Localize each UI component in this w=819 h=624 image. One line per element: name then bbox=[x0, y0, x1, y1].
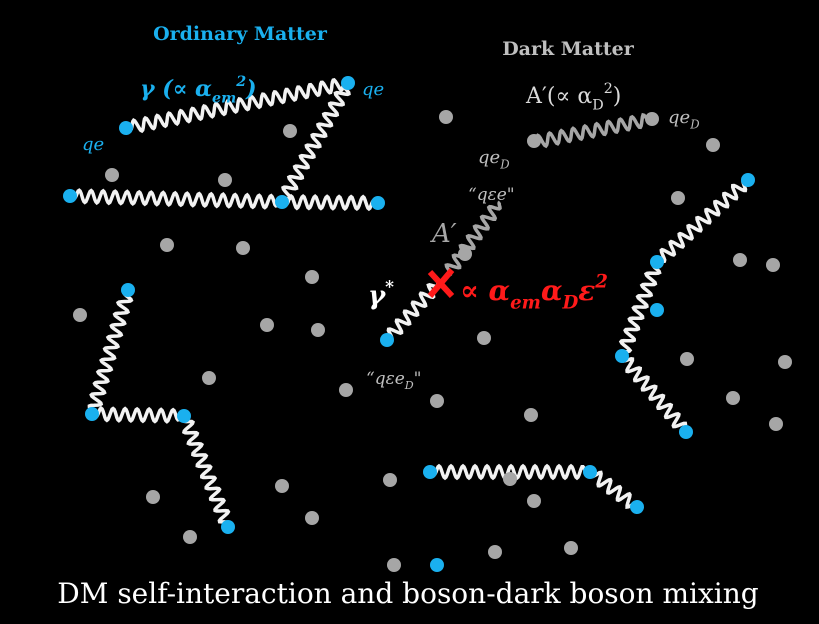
dark-particle bbox=[778, 355, 792, 369]
dark-particle bbox=[160, 238, 174, 252]
label-text: γ bbox=[368, 281, 387, 311]
dark-particle bbox=[305, 511, 319, 525]
charge-label: qe bbox=[362, 79, 384, 100]
label-text: “qεe bbox=[366, 369, 405, 389]
dark-particle bbox=[283, 124, 297, 138]
diagram: Ordinary MatterDark Matterγ (∝ αem2)qeqe… bbox=[0, 0, 819, 624]
ordinary-particle bbox=[741, 173, 755, 187]
dark-particle bbox=[733, 253, 747, 267]
subscript: D bbox=[561, 292, 578, 313]
subscript: D bbox=[689, 117, 700, 131]
dark-matter-title: Dark Matter bbox=[502, 38, 635, 60]
supscript: 2 bbox=[594, 271, 608, 292]
dark-particle bbox=[183, 530, 197, 544]
dark-particle bbox=[726, 391, 740, 405]
label-text: (∝ α bbox=[155, 76, 213, 102]
label-text: qe bbox=[82, 134, 104, 155]
label-text: ε bbox=[578, 274, 595, 307]
ordinary-particle bbox=[615, 349, 629, 363]
ordinary-particle bbox=[177, 409, 191, 423]
subscript: em bbox=[510, 292, 541, 313]
ordinary-particle bbox=[380, 333, 394, 347]
ordinary-particle bbox=[371, 196, 385, 210]
label-text: ∝ α bbox=[460, 274, 510, 307]
dark-particle bbox=[488, 545, 502, 559]
label-text: DM self-interaction and boson-dark boson… bbox=[57, 577, 758, 610]
label-text: A′(∝ α bbox=[525, 84, 592, 109]
dark-particle bbox=[105, 168, 119, 182]
ordinary-particle bbox=[679, 425, 693, 439]
dark-particle bbox=[236, 241, 250, 255]
label-text: ) bbox=[613, 84, 622, 109]
ordinary-particle bbox=[630, 500, 644, 514]
ordinary-particle bbox=[119, 121, 133, 135]
ordinary-matter-title: Ordinary Matter bbox=[153, 23, 328, 45]
dark-particle bbox=[458, 247, 472, 261]
ordinary-particle bbox=[341, 76, 355, 90]
label-text: Dark Matter bbox=[502, 38, 635, 60]
caption: DM self-interaction and boson-dark boson… bbox=[57, 577, 758, 610]
ordinary-particle bbox=[121, 283, 135, 297]
label-text: Ordinary Matter bbox=[153, 23, 328, 45]
label-text: ) bbox=[245, 76, 256, 102]
dark-particle bbox=[503, 472, 517, 486]
ordinary-particle bbox=[221, 520, 235, 534]
label-text: " bbox=[414, 369, 422, 389]
ordinary-particle bbox=[430, 558, 444, 572]
dark-particle bbox=[527, 134, 541, 148]
effective-charge-label: “qεe" bbox=[468, 185, 515, 205]
dark-particle bbox=[387, 558, 401, 572]
supscript: 2 bbox=[604, 81, 613, 97]
subscript: D bbox=[592, 98, 603, 114]
label-text: qe bbox=[478, 147, 500, 168]
dark-particle bbox=[146, 490, 160, 504]
dark-particle bbox=[477, 331, 491, 345]
dark-particle bbox=[766, 258, 780, 272]
effective-dark-charge-label: “qεeD" bbox=[366, 369, 422, 392]
dark-particle bbox=[769, 417, 783, 431]
supscript: * bbox=[385, 276, 394, 296]
label-text: “qεe" bbox=[468, 185, 515, 205]
dark-particle bbox=[439, 110, 453, 124]
ordinary-particle bbox=[423, 465, 437, 479]
label-text: α bbox=[541, 274, 563, 307]
subscript: D bbox=[499, 157, 510, 171]
subscript: D bbox=[404, 379, 414, 392]
ordinary-particle bbox=[85, 407, 99, 421]
label-text: qe bbox=[362, 79, 384, 100]
dark-particle bbox=[275, 479, 289, 493]
ordinary-particle bbox=[63, 189, 77, 203]
dark-particle bbox=[564, 541, 578, 555]
dark-particle bbox=[339, 383, 353, 397]
dark-particle bbox=[430, 394, 444, 408]
ordinary-particle bbox=[650, 255, 664, 269]
dark-particle bbox=[680, 352, 694, 366]
dark-particle bbox=[527, 494, 541, 508]
dark-particle bbox=[645, 112, 659, 126]
dark-particle bbox=[383, 473, 397, 487]
dark-photon-label: A′ bbox=[430, 219, 457, 249]
label-text: A′ bbox=[430, 219, 457, 249]
supscript: 2 bbox=[235, 74, 246, 90]
dark-particle bbox=[524, 408, 538, 422]
ordinary-particle bbox=[650, 303, 664, 317]
dark-particle bbox=[202, 371, 216, 385]
dark-particle bbox=[218, 173, 232, 187]
label-text: qe bbox=[668, 107, 690, 128]
dark-particle bbox=[671, 191, 685, 205]
dark-particle bbox=[73, 308, 87, 322]
dark-particle bbox=[260, 318, 274, 332]
ordinary-particle bbox=[275, 195, 289, 209]
ordinary-particle bbox=[583, 465, 597, 479]
dark-particle bbox=[305, 270, 319, 284]
dark-particle bbox=[706, 138, 720, 152]
subscript: em bbox=[212, 91, 236, 107]
dark-particle bbox=[311, 323, 325, 337]
charge-label: qe bbox=[82, 134, 104, 155]
